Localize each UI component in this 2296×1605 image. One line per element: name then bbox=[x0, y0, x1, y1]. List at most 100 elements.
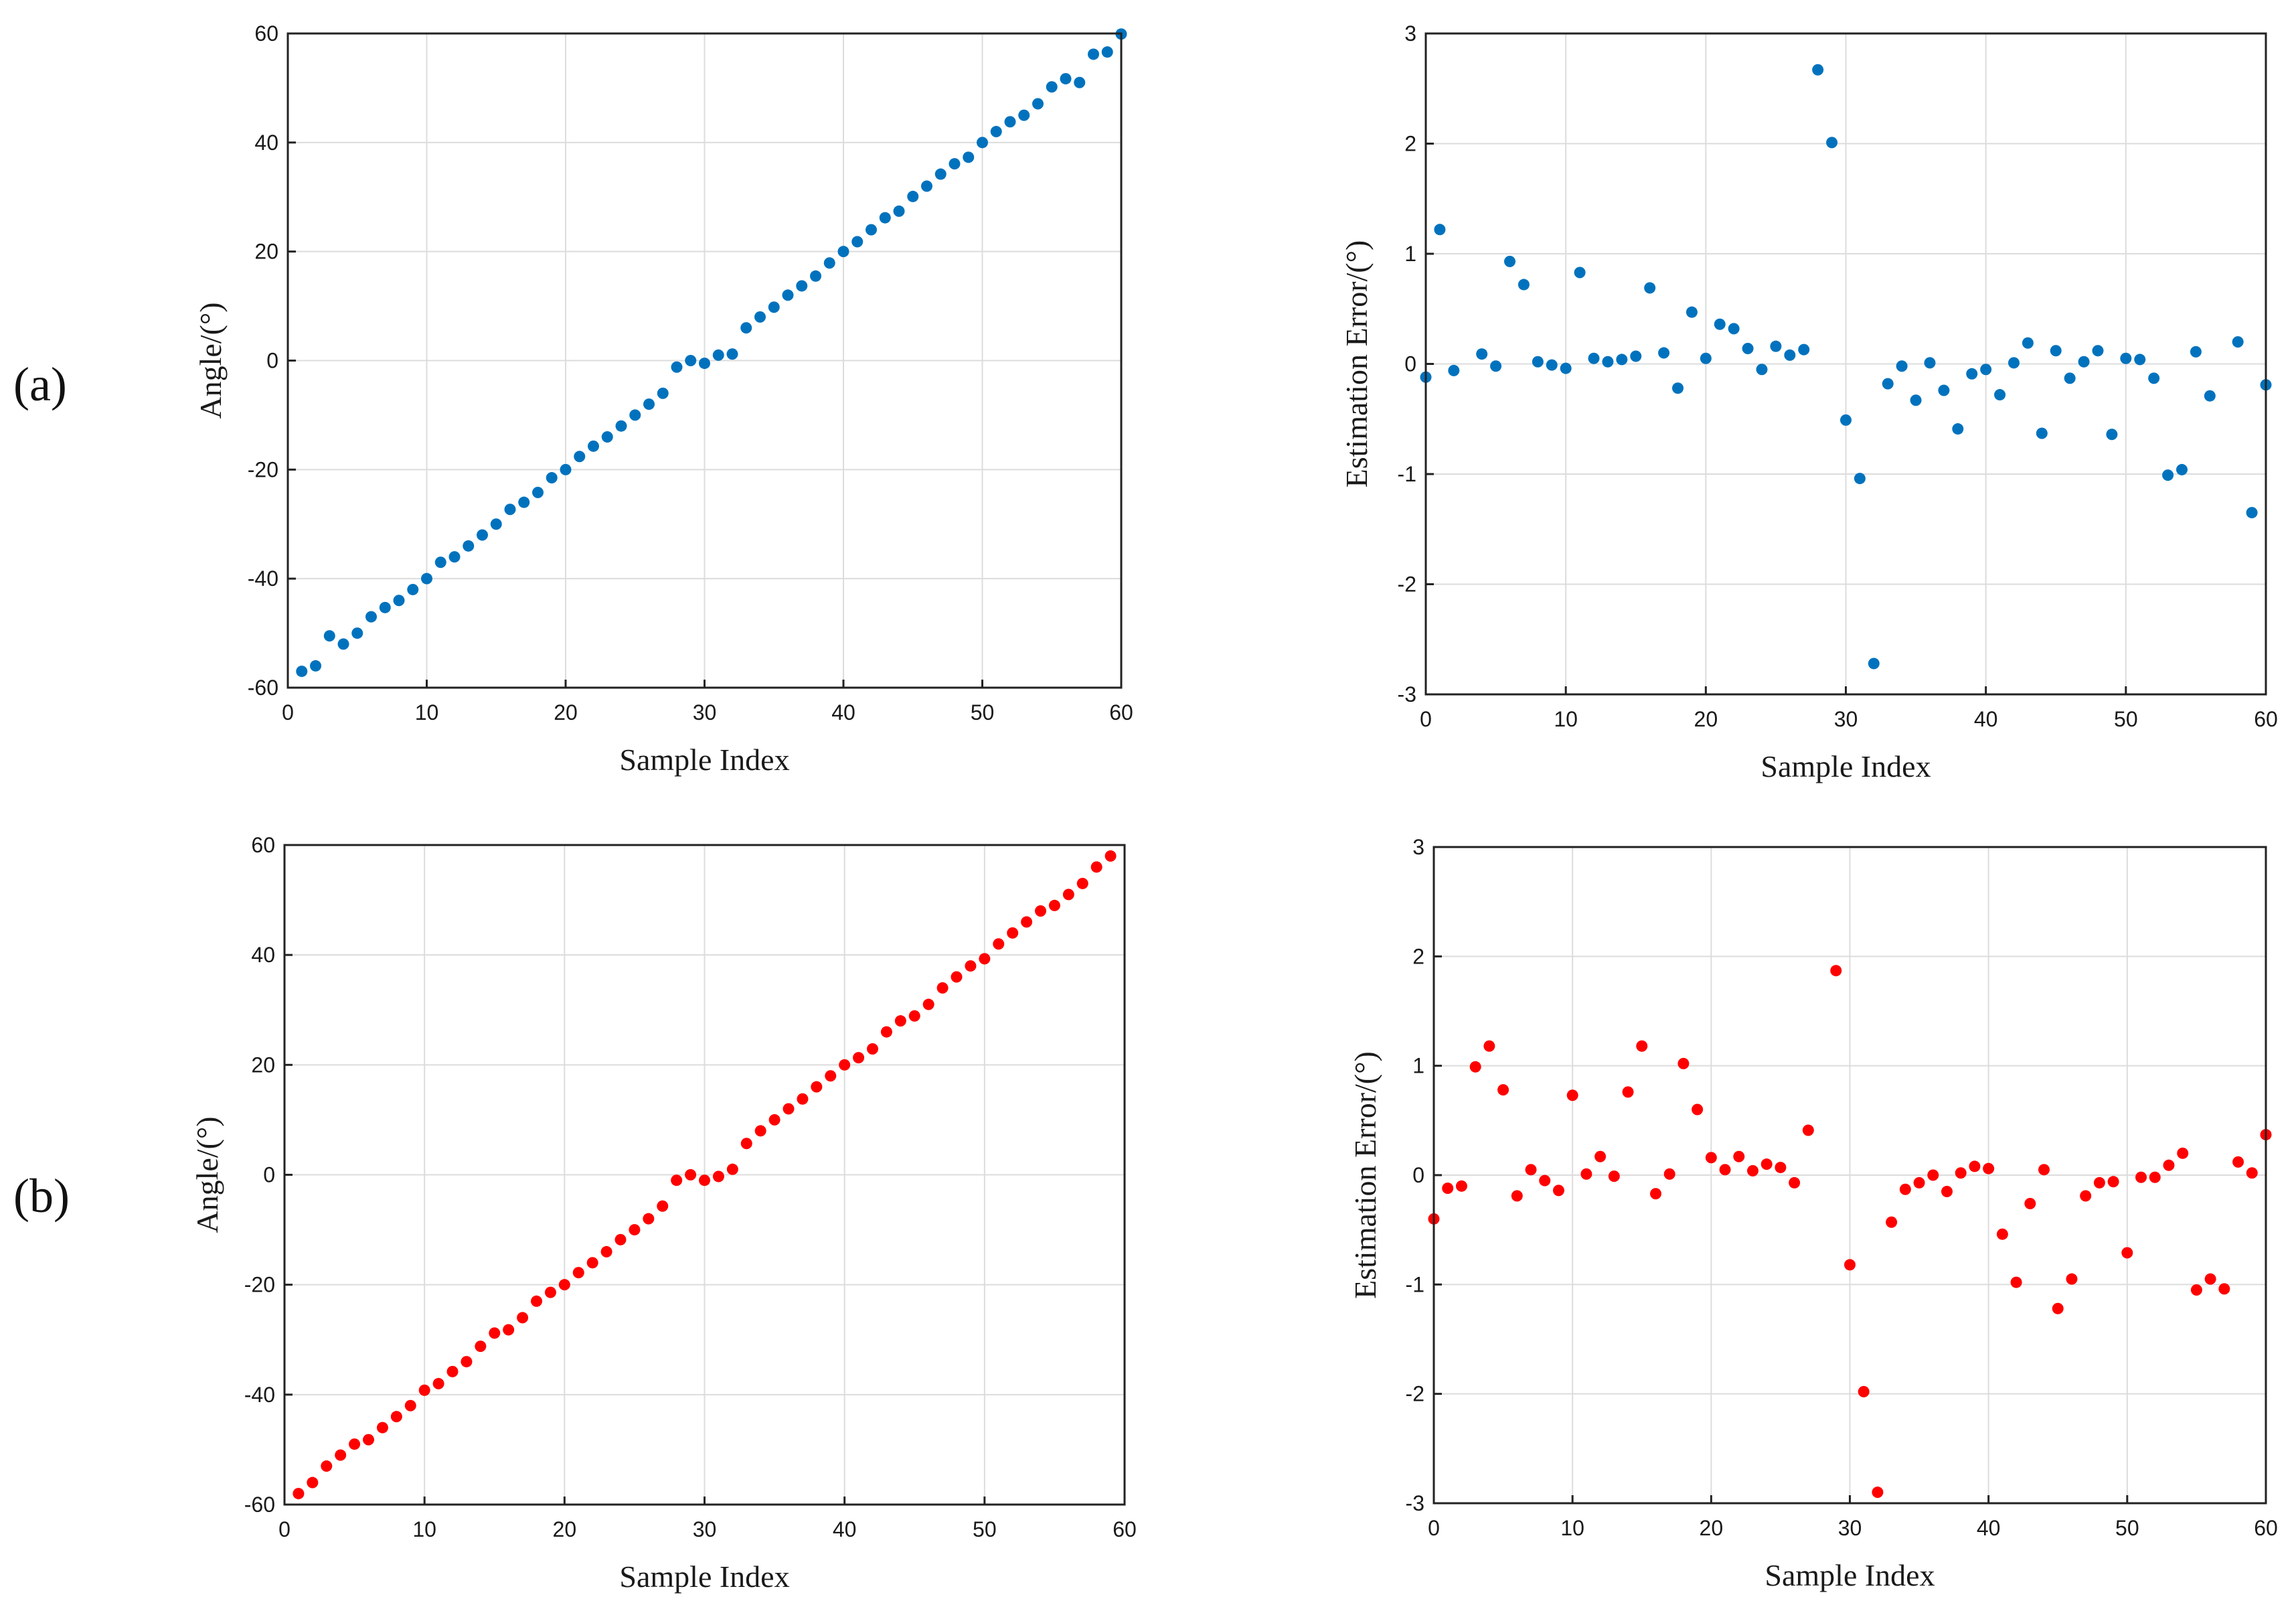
data-point bbox=[671, 1174, 683, 1187]
data-point bbox=[936, 982, 949, 994]
data-point bbox=[908, 1010, 920, 1022]
data-point bbox=[404, 1399, 416, 1411]
data-point bbox=[1046, 81, 1058, 93]
data-point bbox=[574, 451, 586, 463]
data-point bbox=[726, 1163, 738, 1175]
data-point bbox=[768, 1114, 781, 1126]
data-point bbox=[2036, 427, 2048, 439]
data-point bbox=[1812, 64, 1824, 76]
data-point bbox=[2107, 1176, 2119, 1188]
x-tick-label: 40 bbox=[833, 1517, 857, 1541]
data-point bbox=[2038, 1164, 2050, 1176]
data-point bbox=[1574, 266, 1586, 279]
data-point bbox=[1858, 1385, 1870, 1397]
y-tick-label: 40 bbox=[251, 943, 275, 967]
data-point bbox=[1830, 965, 1842, 977]
data-point bbox=[880, 1026, 892, 1038]
panel-label-a: (a) bbox=[13, 358, 67, 411]
data-point bbox=[588, 440, 599, 452]
x-tick-label: 20 bbox=[1694, 707, 1718, 731]
data-point bbox=[1854, 473, 1866, 485]
data-point bbox=[390, 1411, 402, 1423]
chart-a-angle: 0 10 20 30 40 50 60 -60 -40 -20 0 20 40 60 Sample Inde… bbox=[193, 21, 1133, 777]
data-point bbox=[1941, 1186, 1953, 1197]
data-point bbox=[1733, 1150, 1745, 1162]
x-tick-label: 60 bbox=[1109, 700, 1133, 724]
data-point bbox=[1896, 360, 1908, 372]
data-point bbox=[614, 1233, 627, 1245]
data-point bbox=[811, 1081, 823, 1093]
data-point bbox=[2092, 345, 2104, 357]
x-tick-label: 30 bbox=[1838, 1516, 1862, 1540]
x-tick-label: 60 bbox=[1113, 1517, 1137, 1541]
data-point bbox=[1021, 916, 1033, 928]
data-point bbox=[1719, 1164, 1731, 1176]
data-point bbox=[2135, 1171, 2147, 1183]
data-point bbox=[993, 938, 1005, 950]
data-point bbox=[1636, 1040, 1648, 1052]
data-point bbox=[1686, 306, 1698, 318]
data-point bbox=[1504, 256, 1515, 268]
x-tick-label: 50 bbox=[971, 700, 995, 724]
data-point bbox=[1074, 76, 1086, 88]
y-tick-label: -60 bbox=[244, 1493, 275, 1517]
x-axis-label: Sample Index bbox=[1760, 749, 1931, 783]
y-tick-label: 20 bbox=[254, 240, 278, 264]
data-point bbox=[783, 1103, 795, 1115]
x-tick-label: 30 bbox=[693, 700, 717, 724]
data-point bbox=[922, 998, 934, 1010]
data-point bbox=[1602, 356, 1614, 368]
y-tick-label: -20 bbox=[244, 1273, 275, 1297]
y-tick-label: -1 bbox=[1406, 1272, 1424, 1296]
data-point bbox=[867, 1043, 878, 1055]
x-tick-label: 20 bbox=[553, 1517, 577, 1541]
data-point bbox=[1497, 1084, 1509, 1096]
data-point bbox=[2121, 1247, 2133, 1259]
data-point bbox=[1518, 279, 1530, 291]
data-point bbox=[2066, 1273, 2078, 1285]
data-point bbox=[2246, 1167, 2258, 1179]
data-point bbox=[407, 583, 419, 595]
data-point bbox=[379, 601, 391, 613]
data-point bbox=[518, 496, 530, 508]
data-point bbox=[418, 1384, 430, 1396]
data-point bbox=[1910, 394, 1922, 406]
axes-frame bbox=[286, 32, 1123, 689]
data-point bbox=[1770, 340, 1782, 352]
data-point bbox=[629, 1224, 641, 1236]
x-axis-label: Sample Index bbox=[619, 743, 789, 777]
data-point bbox=[1511, 1190, 1523, 1202]
data-point bbox=[2190, 1284, 2202, 1296]
data-point bbox=[643, 1213, 655, 1225]
x-axis-label: Sample Index bbox=[619, 1559, 789, 1594]
data-point bbox=[2176, 463, 2188, 475]
data-point bbox=[2163, 1159, 2175, 1171]
data-point bbox=[907, 190, 919, 202]
data-point bbox=[477, 529, 488, 541]
data-point bbox=[1844, 1259, 1856, 1271]
data-point bbox=[712, 1170, 724, 1182]
y-tick-label: -40 bbox=[244, 1383, 275, 1407]
x-tick-label: 50 bbox=[973, 1517, 997, 1541]
data-point bbox=[2162, 469, 2174, 481]
y-axis-label: Estimation Error/(°) bbox=[1339, 240, 1374, 488]
data-point bbox=[504, 504, 516, 516]
data-point bbox=[837, 246, 849, 258]
data-point bbox=[1539, 1174, 1551, 1187]
data-point bbox=[768, 301, 780, 313]
data-point bbox=[517, 1312, 529, 1324]
data-point bbox=[376, 1422, 388, 1434]
data-point bbox=[1966, 368, 1978, 380]
y-tick-label: 1 bbox=[1404, 242, 1416, 266]
data-point bbox=[351, 627, 363, 639]
x-tick-label: 10 bbox=[1560, 1516, 1584, 1540]
data-point bbox=[475, 1341, 487, 1353]
x-tick-label: 30 bbox=[1834, 707, 1858, 731]
data-point bbox=[1630, 350, 1642, 362]
data-point bbox=[463, 540, 475, 552]
data-point bbox=[1775, 1162, 1787, 1174]
y-axis-label: Angle/(°) bbox=[193, 302, 228, 418]
data-point bbox=[851, 236, 864, 248]
data-point bbox=[2177, 1147, 2189, 1159]
data-point bbox=[1088, 48, 1099, 60]
